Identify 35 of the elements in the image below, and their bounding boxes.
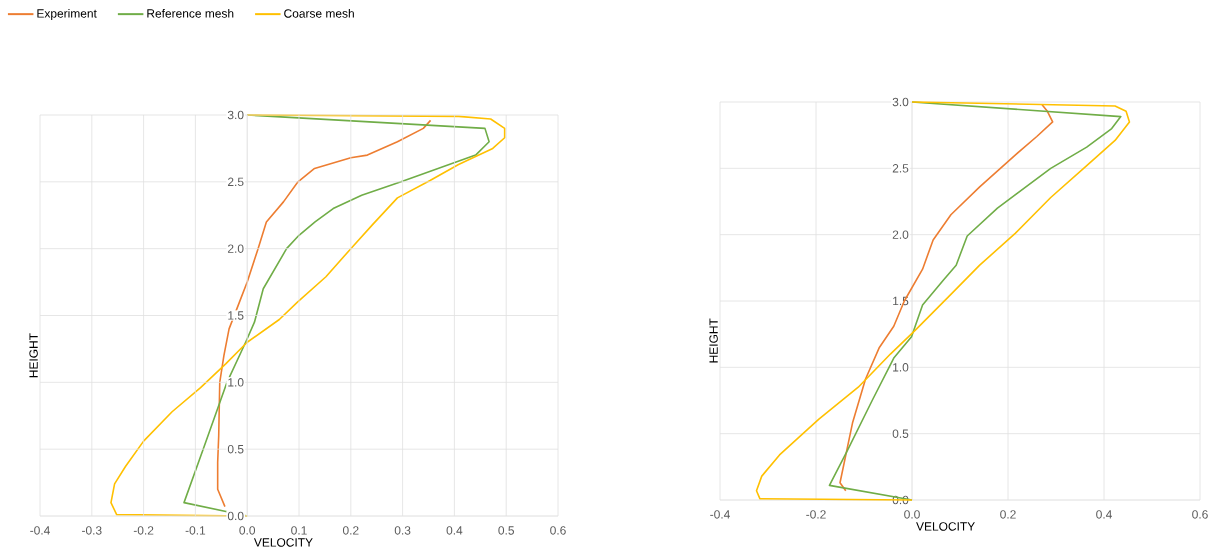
x-tick-label: 0.3: [394, 526, 411, 535]
x-tick-label: 0.2: [342, 526, 359, 535]
x-tick-label: 0.1: [291, 526, 307, 535]
legend-label: Coarse mesh: [284, 8, 354, 18]
y-tick-label: 0.5: [892, 429, 909, 438]
x-tick-label: 0.6: [550, 526, 566, 535]
y-tick-label: 2.5: [227, 177, 244, 187]
y-tick-label: 2.0: [227, 244, 244, 253]
x-tick-label: 0.0: [239, 526, 256, 535]
x-tick-label: -0.4: [30, 526, 50, 535]
y-axis-title: HEIGHT: [29, 333, 38, 378]
x-tick-label: -0.2: [806, 510, 826, 519]
x-tick-label: 0.4: [1096, 510, 1112, 519]
x-tick-label: -0.4: [710, 510, 730, 519]
x-tick-label: 0.0: [904, 510, 920, 519]
y-tick-label: 2.5: [892, 164, 909, 173]
y-tick-label: 3.0: [892, 97, 909, 107]
x-axis-title: VELOCITY: [916, 522, 975, 531]
y-tick-label: 1.5: [228, 311, 244, 320]
y-tick-label: 1.0: [893, 363, 909, 372]
legend-label: Reference mesh: [147, 8, 234, 18]
y-tick-label: 0.5: [227, 444, 244, 454]
y-tick-label: 3.0: [227, 110, 244, 120]
x-axis-title: VELOCITY: [253, 538, 313, 547]
x-tick-label: 0.6: [1192, 510, 1208, 519]
x-tick-label: 0.5: [498, 526, 515, 535]
x-tick-label: -0.2: [133, 526, 154, 535]
y-tick-label: 1.0: [228, 378, 244, 387]
legend-label: Experiment: [37, 8, 97, 21]
y-tick-label: 2.0: [892, 230, 909, 239]
y-axis-title: HEIGHT: [709, 318, 718, 363]
x-tick-label: 0.2: [1000, 510, 1016, 519]
x-tick-label: 0.4: [446, 526, 463, 535]
x-tick-label: -0.3: [82, 526, 102, 535]
x-tick-label: -0.1: [185, 526, 206, 535]
